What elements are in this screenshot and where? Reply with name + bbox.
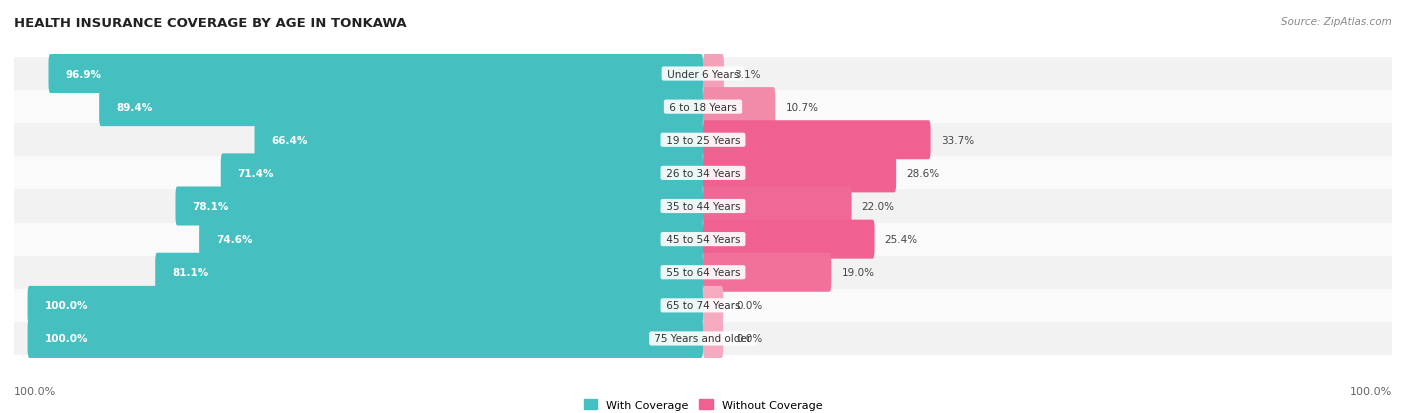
Text: 100.0%: 100.0% — [45, 334, 89, 344]
Text: HEALTH INSURANCE COVERAGE BY AGE IN TONKAWA: HEALTH INSURANCE COVERAGE BY AGE IN TONK… — [14, 17, 406, 29]
Text: Under 6 Years: Under 6 Years — [664, 69, 742, 79]
FancyBboxPatch shape — [703, 253, 831, 292]
Text: 33.7%: 33.7% — [941, 135, 974, 145]
FancyBboxPatch shape — [703, 154, 896, 193]
Text: 45 to 54 Years: 45 to 54 Years — [662, 235, 744, 244]
Bar — [0, 124, 1406, 157]
FancyBboxPatch shape — [703, 187, 852, 226]
FancyBboxPatch shape — [28, 286, 703, 325]
Text: 26 to 34 Years: 26 to 34 Years — [662, 169, 744, 178]
Text: 0.0%: 0.0% — [737, 334, 763, 344]
Text: 89.4%: 89.4% — [117, 102, 152, 112]
Text: 74.6%: 74.6% — [217, 235, 253, 244]
Text: 100.0%: 100.0% — [45, 301, 89, 311]
FancyBboxPatch shape — [254, 121, 703, 160]
Text: 78.1%: 78.1% — [193, 202, 229, 211]
Legend: With Coverage, Without Coverage: With Coverage, Without Coverage — [579, 395, 827, 413]
Text: 35 to 44 Years: 35 to 44 Years — [662, 202, 744, 211]
Text: 65 to 74 Years: 65 to 74 Years — [662, 301, 744, 311]
Text: 22.0%: 22.0% — [862, 202, 894, 211]
FancyBboxPatch shape — [155, 253, 703, 292]
FancyBboxPatch shape — [221, 154, 703, 193]
Text: 19.0%: 19.0% — [841, 268, 875, 278]
Text: 96.9%: 96.9% — [66, 69, 101, 79]
FancyBboxPatch shape — [703, 319, 723, 358]
Text: 28.6%: 28.6% — [907, 169, 939, 178]
FancyBboxPatch shape — [703, 55, 724, 94]
Text: 71.4%: 71.4% — [238, 169, 274, 178]
FancyBboxPatch shape — [100, 88, 703, 127]
Bar — [0, 289, 1406, 322]
Text: 3.1%: 3.1% — [734, 69, 761, 79]
Bar — [0, 157, 1406, 190]
Text: Source: ZipAtlas.com: Source: ZipAtlas.com — [1281, 17, 1392, 26]
Text: 100.0%: 100.0% — [1350, 387, 1392, 396]
Text: 6 to 18 Years: 6 to 18 Years — [666, 102, 740, 112]
Text: 0.0%: 0.0% — [737, 301, 763, 311]
FancyBboxPatch shape — [176, 187, 703, 226]
FancyBboxPatch shape — [200, 220, 703, 259]
Bar — [0, 223, 1406, 256]
Bar — [0, 91, 1406, 124]
Text: 25.4%: 25.4% — [884, 235, 918, 244]
Text: 75 Years and older: 75 Years and older — [651, 334, 755, 344]
Bar — [0, 58, 1406, 91]
FancyBboxPatch shape — [28, 319, 703, 358]
Bar — [0, 322, 1406, 355]
FancyBboxPatch shape — [48, 55, 703, 94]
Text: 19 to 25 Years: 19 to 25 Years — [662, 135, 744, 145]
Text: 55 to 64 Years: 55 to 64 Years — [662, 268, 744, 278]
Bar — [0, 190, 1406, 223]
FancyBboxPatch shape — [703, 220, 875, 259]
Text: 100.0%: 100.0% — [14, 387, 56, 396]
FancyBboxPatch shape — [703, 286, 723, 325]
Text: 66.4%: 66.4% — [271, 135, 308, 145]
Text: 10.7%: 10.7% — [786, 102, 818, 112]
Text: 81.1%: 81.1% — [172, 268, 208, 278]
Bar — [0, 256, 1406, 289]
FancyBboxPatch shape — [703, 88, 775, 127]
FancyBboxPatch shape — [703, 121, 931, 160]
